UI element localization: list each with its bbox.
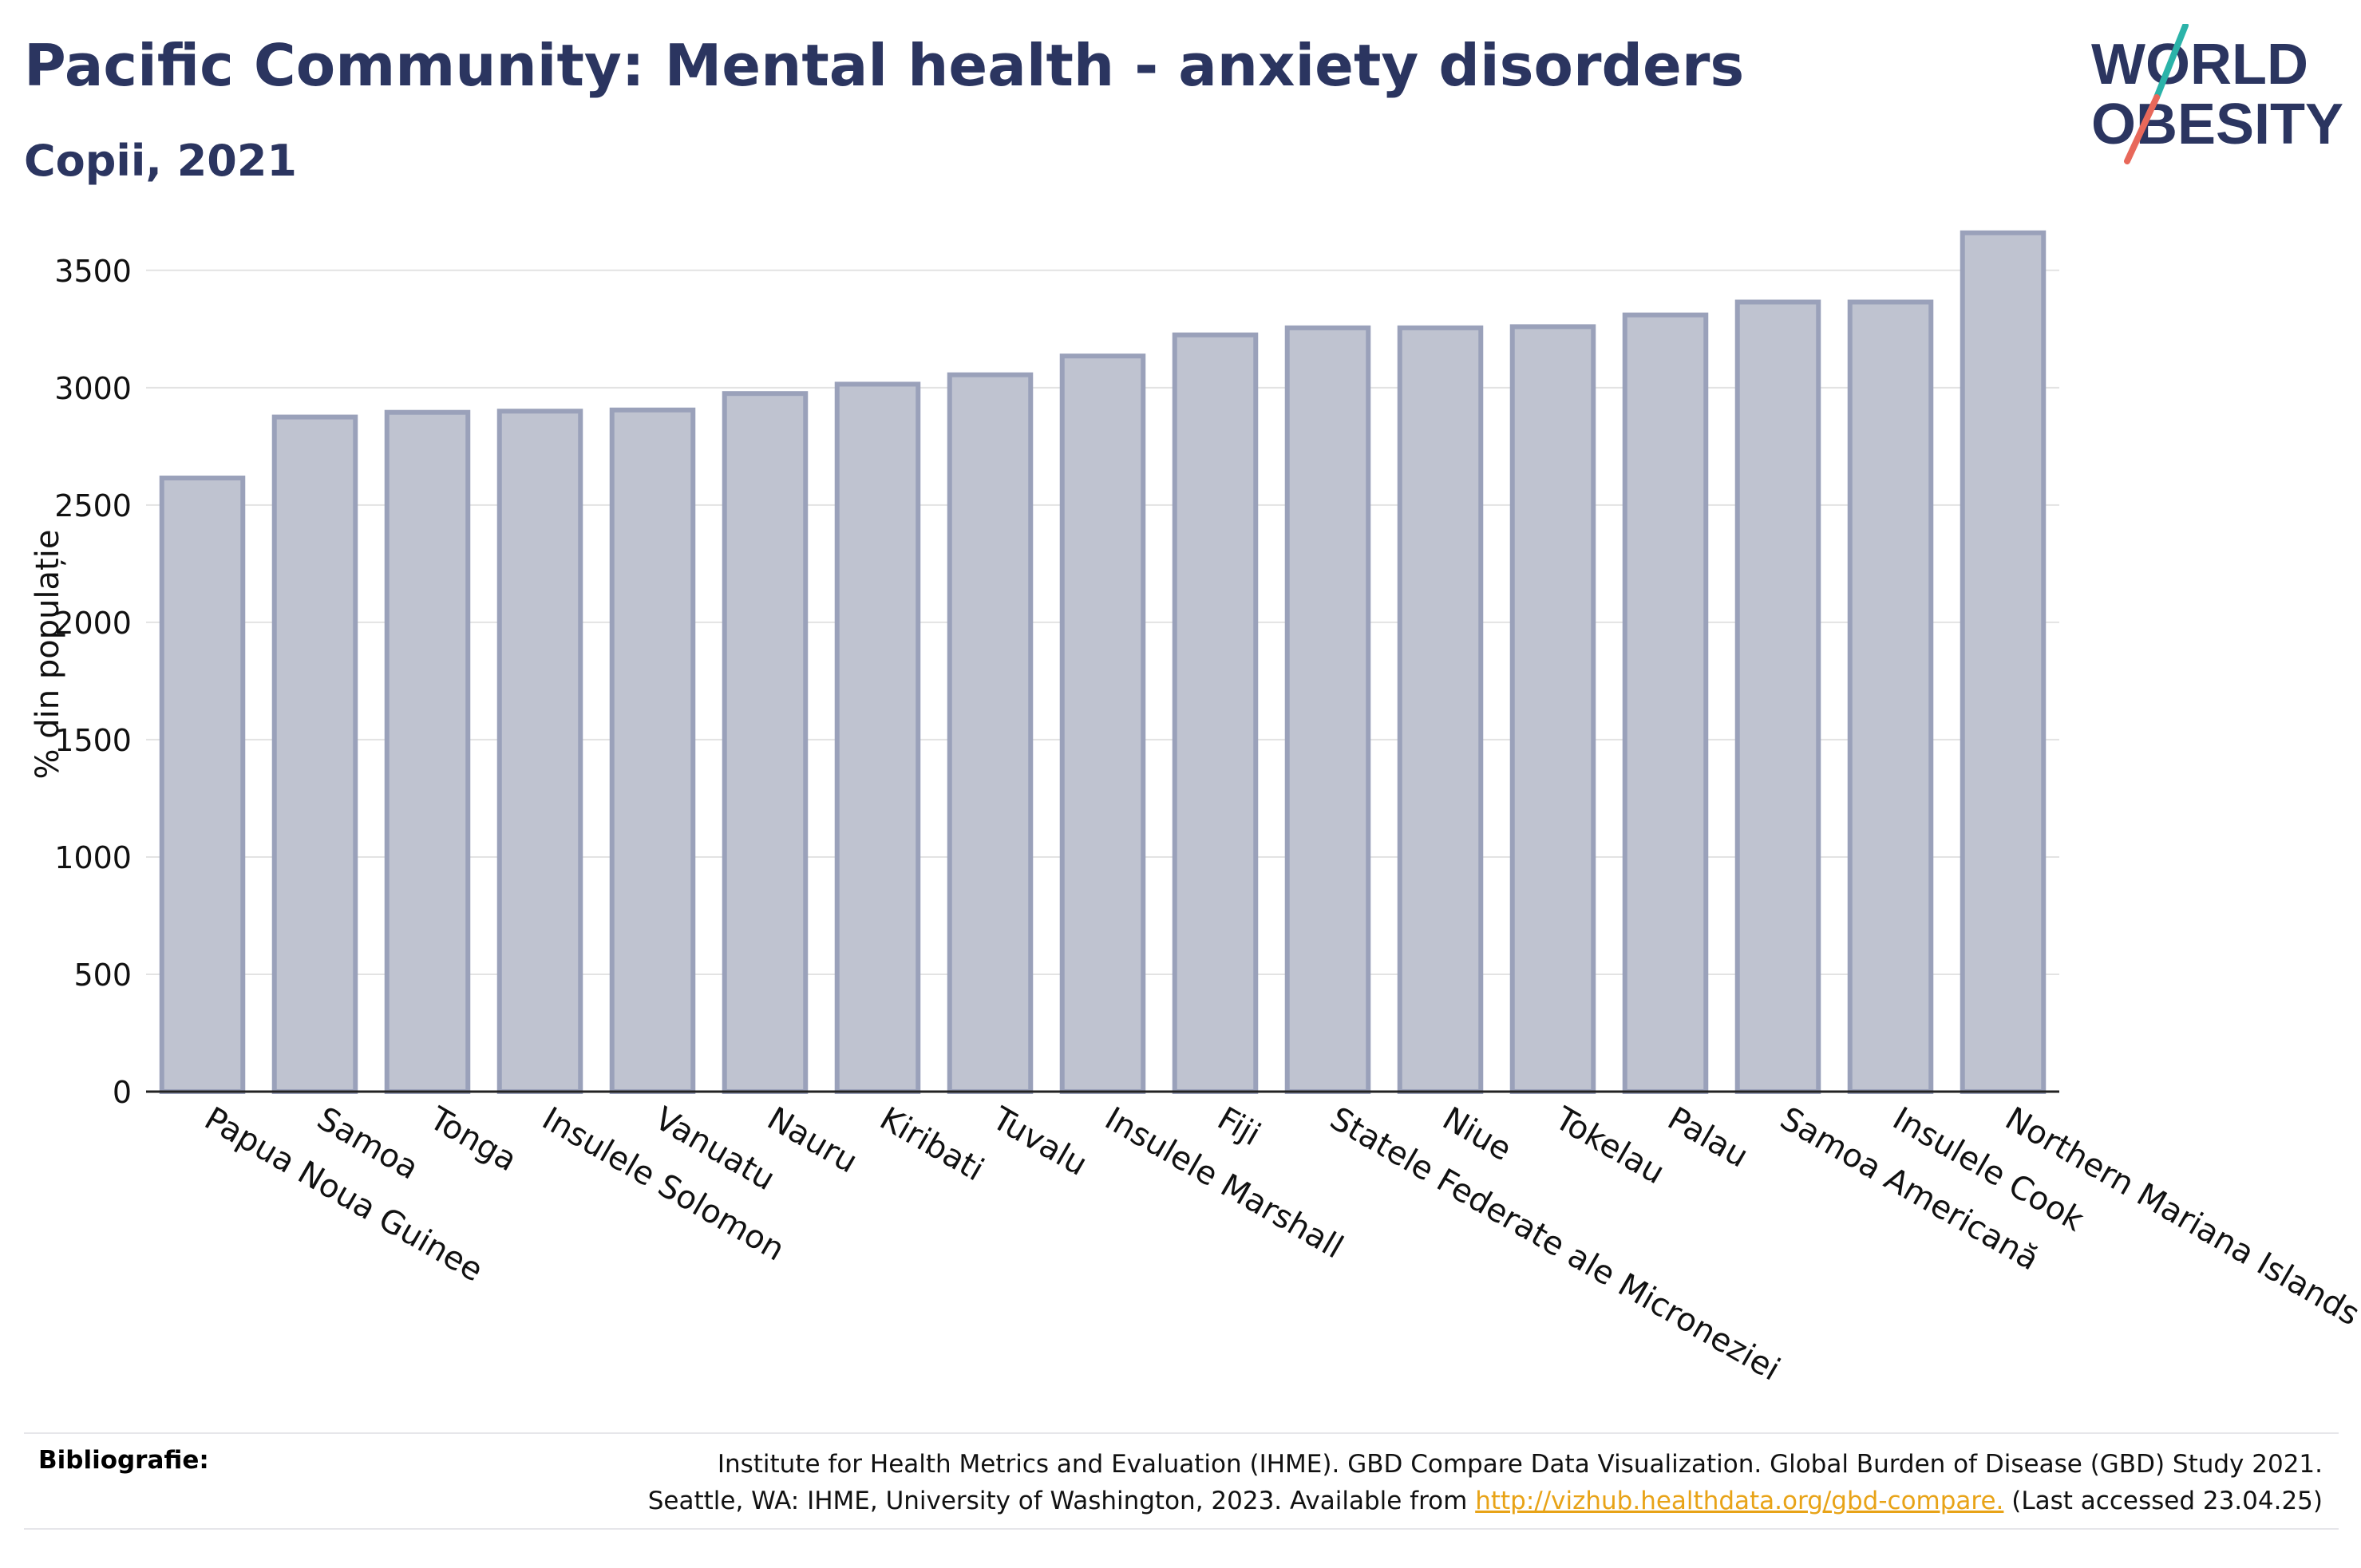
chart-subtitle: Copii, 2021 [24,136,298,186]
bibliography-line-1: Institute for Health Metrics and Evaluat… [717,1450,2323,1479]
bibliography-line-2: Seattle, WA: IHME, University of Washing… [648,1483,2323,1519]
y-tick-label: 1000 [54,840,132,875]
footer-divider-top [24,1432,2339,1434]
y-tick-label: 0 [113,1075,132,1110]
x-tick-label: Tuvalu [986,1100,1093,1183]
y-tick-label: 1500 [54,723,132,758]
bar [496,409,583,1094]
bar [1622,312,1709,1094]
x-tick-label: Kiribati [874,1100,991,1189]
bibliography-accessed: (Last accessed 23.04.25) [2011,1487,2323,1515]
bibliography-line-2-text: Seattle, WA: IHME, University of Washing… [647,1487,1468,1515]
x-tick-label: Tokelau [1548,1100,1671,1191]
bibliography-link[interactable]: http://vizhub.healthdata.org/gbd-compare… [1475,1487,2004,1515]
logo-text-world: WORLD [2091,33,2308,97]
bar [1847,299,1934,1094]
y-tick-label: 3500 [54,254,132,289]
bibliography-label: Bibliografie: [38,1446,209,1475]
footer-divider-bottom [24,1528,2339,1530]
y-tick-label: 3000 [54,371,132,406]
world-obesity-logo: WORLD OBESITY [2091,24,2343,164]
bar [1059,353,1146,1094]
bar [384,409,471,1094]
chart-title: Pacific Community: Mental health - anxie… [24,32,1745,99]
bar [609,407,696,1094]
bar [1284,325,1371,1094]
bar [834,381,921,1095]
x-tick-label: Fiji [1212,1100,1267,1154]
bar [1734,299,1821,1094]
bar [1509,324,1596,1094]
bibliography-text: Institute for Health Metrics and Evaluat… [648,1446,2323,1519]
x-tick-label: Tonga [423,1100,524,1179]
bar [159,476,246,1094]
logo-slash-top [2153,24,2189,101]
bar [722,391,809,1094]
logo-slash-bottom [2124,94,2160,164]
y-tick-label: 500 [73,958,132,993]
bar [1172,332,1259,1095]
y-tick-label: 2000 [54,606,132,641]
bar [1397,325,1484,1094]
y-tick-label: 2500 [54,488,132,523]
bar [947,372,1034,1094]
y-axis-label: % din populație [30,529,66,780]
x-tick-label: Palau [1662,1100,1754,1175]
bar [1960,230,2047,1094]
bar [271,414,358,1094]
x-tick-label: Niue [1437,1100,1518,1168]
